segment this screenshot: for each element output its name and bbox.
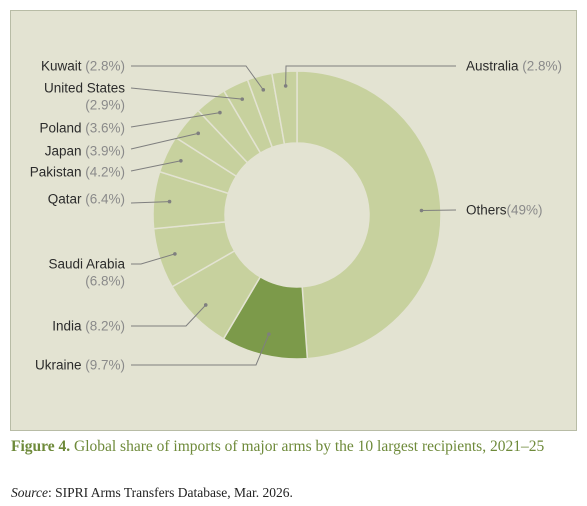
label-name-others: Others xyxy=(466,203,507,218)
label-others: Others(49%) xyxy=(466,203,543,218)
label-name-saudi-arabia: Saudi Arabia xyxy=(48,257,125,272)
label-pct-australia: (2.8%) xyxy=(519,59,563,74)
label-pct-qatar: (6.4%) xyxy=(81,192,125,207)
leader-dot-india xyxy=(203,303,208,307)
leader-line-pakistan xyxy=(130,160,181,172)
label-poland: Poland (3.6%) xyxy=(39,121,125,136)
leader-line-qatar xyxy=(130,201,170,204)
label-name-australia: Australia xyxy=(466,59,519,74)
label-pct-japan: (3.9%) xyxy=(81,144,125,159)
label-ukraine: Ukraine (9.7%) xyxy=(35,358,125,373)
leader-line-australia xyxy=(285,65,456,86)
leader-dot-others xyxy=(419,208,424,213)
leader-dot-saudi-arabia xyxy=(173,252,177,256)
leader-dot-pakistan xyxy=(179,158,183,163)
chart-panel: Others(49%) Ukraine (9.7%) India (8.2%) Sau… xyxy=(10,10,577,431)
label-name-kuwait: Kuwait xyxy=(41,59,82,74)
figure-label: Figure 4. xyxy=(11,438,71,455)
label-name-united-states: United States xyxy=(44,81,125,96)
label-pct-ukraine: (9.7%) xyxy=(81,358,125,373)
figure-caption-text: Global share of imports of major arms by… xyxy=(70,438,545,455)
label-saudi-arabia: Saudi Arabia xyxy=(48,257,125,272)
label-australia: Australia (2.8%) xyxy=(466,59,562,74)
label-pct-kuwait: (2.8%) xyxy=(81,59,125,74)
source-label: Source xyxy=(11,485,48,500)
leader-line-kuwait xyxy=(131,65,264,91)
label-japan: Japan (3.9%) xyxy=(45,144,125,159)
leader-line-poland xyxy=(130,112,221,128)
leader-dot-qatar xyxy=(167,199,172,204)
leader-dot-poland xyxy=(218,110,222,115)
label-name-pakistan: Pakistan xyxy=(30,165,82,180)
leader-line-india xyxy=(131,304,207,327)
donut-chart: Others(49%) Ukraine (9.7%) India (8.2%) Sau… xyxy=(30,59,562,373)
label-name-qatar: Qatar xyxy=(48,192,82,207)
leader-line-japan xyxy=(130,132,199,150)
label-qatar: Qatar (6.4%) xyxy=(48,192,125,207)
leader-dot-ukraine xyxy=(267,332,271,336)
leader-dot-united-states xyxy=(240,97,245,101)
label-name-india: India xyxy=(52,319,82,334)
leader-line-ukraine xyxy=(131,333,270,366)
label-pct-saudi-arabia: (6.8%) xyxy=(85,274,125,289)
leader-line-others xyxy=(421,209,457,212)
leader-dot-australia xyxy=(283,84,288,88)
label-united-states: United States xyxy=(44,81,125,96)
label-pct-pakistan: (4.2%) xyxy=(81,165,125,180)
slice-australia xyxy=(271,70,298,145)
leader-line-united-states xyxy=(130,87,243,100)
label-pakistan: Pakistan (4.2%) xyxy=(30,165,125,180)
source-note: Source: SIPRI Arms Transfers Database, M… xyxy=(11,485,293,501)
slice-others xyxy=(296,70,442,360)
label-pct-india: (8.2%) xyxy=(81,319,125,334)
label-name-japan: Japan xyxy=(45,144,82,159)
label-pct-others: (49%) xyxy=(507,203,543,218)
label-name-ukraine: Ukraine xyxy=(35,358,82,373)
figure-caption: Figure 4. Global share of imports of maj… xyxy=(11,436,577,457)
label-kuwait: Kuwait (2.8%) xyxy=(41,59,125,74)
label-pct-united-states: (2.9%) xyxy=(85,98,125,113)
label-india: India (8.2%) xyxy=(52,319,125,334)
leader-dot-japan xyxy=(196,131,201,136)
leader-dot-kuwait xyxy=(261,88,266,92)
source-text: : SIPRI Arms Transfers Database, Mar. 20… xyxy=(48,485,293,500)
leader-line-saudi-arabia xyxy=(131,253,176,265)
label-pct-poland: (3.6%) xyxy=(81,121,125,136)
label-name-poland: Poland xyxy=(39,121,81,136)
